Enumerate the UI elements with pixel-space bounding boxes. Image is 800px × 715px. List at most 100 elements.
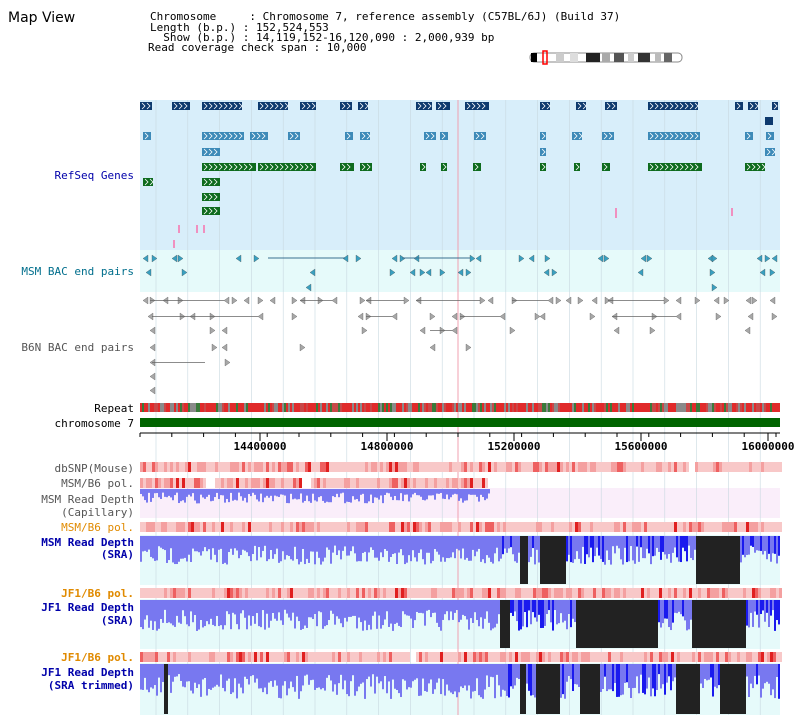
heat-segment [560, 522, 563, 532]
heat-segment [656, 588, 659, 598]
heat-segment [287, 588, 290, 598]
depth-bar [774, 664, 776, 699]
depth-bar [442, 489, 444, 499]
gene-arrow [674, 163, 679, 171]
depth-bar [490, 600, 492, 631]
label-jf1-b6-pol-1[interactable]: JF1/B6 pol. [61, 587, 134, 600]
heat-segment [641, 652, 644, 662]
depth-bar [576, 664, 578, 685]
label-msm-depth-cap-1[interactable]: MSM Read Depth [41, 493, 134, 506]
heat-segment [572, 522, 575, 532]
depth-bar [254, 664, 256, 683]
heat-segment [176, 522, 179, 532]
repeat-segment [252, 403, 254, 412]
repeat-segment [412, 403, 414, 412]
heat-segment [464, 588, 467, 598]
chromosome-ideogram [529, 50, 683, 65]
heat-segment [446, 462, 449, 472]
depth-bar [170, 536, 172, 549]
heat-segment [587, 462, 590, 472]
depth-bar [196, 536, 198, 552]
depth-bar [576, 536, 578, 552]
label-refseq-genes[interactable]: RefSeq Genes [54, 169, 134, 182]
repeat-segment [370, 403, 372, 412]
bac-end [149, 386, 156, 395]
heat-segment [434, 478, 437, 488]
ideogram-band [664, 53, 672, 62]
depth-bar [150, 489, 152, 502]
heat-segment [500, 522, 503, 532]
heat-segment [647, 522, 650, 532]
repeat-segment [250, 403, 252, 412]
depth-bar [586, 536, 588, 555]
label-jf1-depth-sra-1[interactable]: JF1 Read Depth [41, 601, 134, 614]
heat-segment [446, 478, 449, 488]
depth-bar [270, 489, 272, 496]
repeat-segment [586, 403, 588, 412]
depth-bar [746, 536, 748, 555]
depth-bar [410, 536, 412, 562]
depth-bar [314, 489, 316, 501]
label-dbsnp[interactable]: dbSNP(Mouse) [54, 462, 134, 475]
depth-bar [292, 600, 294, 613]
heat-segment [767, 522, 770, 532]
label-b6n-bac[interactable]: B6N BAC end pairs [21, 341, 134, 354]
label-repeat[interactable]: Repeat [94, 402, 134, 415]
heat-segment [200, 522, 203, 532]
heat-segment [161, 462, 164, 472]
heat-segment [494, 652, 497, 662]
heat-segment [584, 522, 587, 532]
repeat-segment [214, 403, 216, 412]
depth-bar [208, 536, 210, 550]
repeat-segment [212, 403, 214, 412]
heat-segment [359, 588, 362, 598]
jf1-b6-pol-1-track [140, 588, 782, 598]
depth-bar [428, 664, 430, 684]
gene-arrow [664, 163, 669, 171]
gene-arrow [183, 102, 188, 110]
gene-arrow [751, 163, 756, 171]
depth-bar [494, 536, 496, 554]
depth-bar [242, 664, 244, 694]
repeat-segment [756, 403, 758, 412]
label-msm-b6-pol-1[interactable]: MSM/B6 pol. [61, 477, 134, 490]
depth-bar [588, 536, 590, 558]
repeat-segment [182, 403, 184, 412]
depth-bar [180, 536, 182, 559]
bac-end [551, 268, 558, 277]
depth-bar [666, 600, 668, 619]
depth-bar [308, 600, 310, 618]
label-msm-b6-pol-2[interactable]: MSM/B6 pol. [61, 521, 134, 534]
gene-arrow [243, 163, 248, 171]
ideogram-band [638, 53, 650, 62]
heat-segment [170, 462, 173, 472]
gene-arrow [659, 163, 664, 171]
repeat-segment [418, 403, 420, 412]
label-jf1-depth-trim-1[interactable]: JF1 Read Depth [41, 666, 134, 679]
depth-bar [246, 600, 248, 630]
depth-bar [196, 489, 198, 504]
depth-bar [152, 600, 154, 630]
label-msm-depth-sra-1[interactable]: MSM Read Depth [41, 536, 134, 549]
depth-bar [762, 600, 764, 611]
heat-segment [590, 652, 593, 662]
repeat-segment [602, 403, 604, 412]
depth-bar [512, 664, 514, 689]
depth-bar [172, 664, 174, 682]
repeat-segment [262, 403, 264, 412]
depth-bar [278, 664, 280, 698]
repeat-segment [686, 403, 688, 412]
heat-segment [233, 478, 236, 488]
label-msm-bac[interactable]: MSM BAC end pairs [21, 265, 134, 278]
heat-segment [263, 522, 266, 532]
depth-bar [336, 536, 338, 556]
bac-end [539, 312, 546, 321]
label-jf1-b6-pol-2[interactable]: JF1/B6 pol. [61, 651, 134, 664]
heat-segment [392, 588, 395, 598]
depth-bar [476, 489, 478, 497]
heat-segment [389, 588, 392, 598]
b6n-bac-pairs [142, 296, 778, 395]
depth-bar [608, 600, 610, 648]
heat-segment [254, 652, 257, 662]
depth-bar [778, 600, 780, 625]
